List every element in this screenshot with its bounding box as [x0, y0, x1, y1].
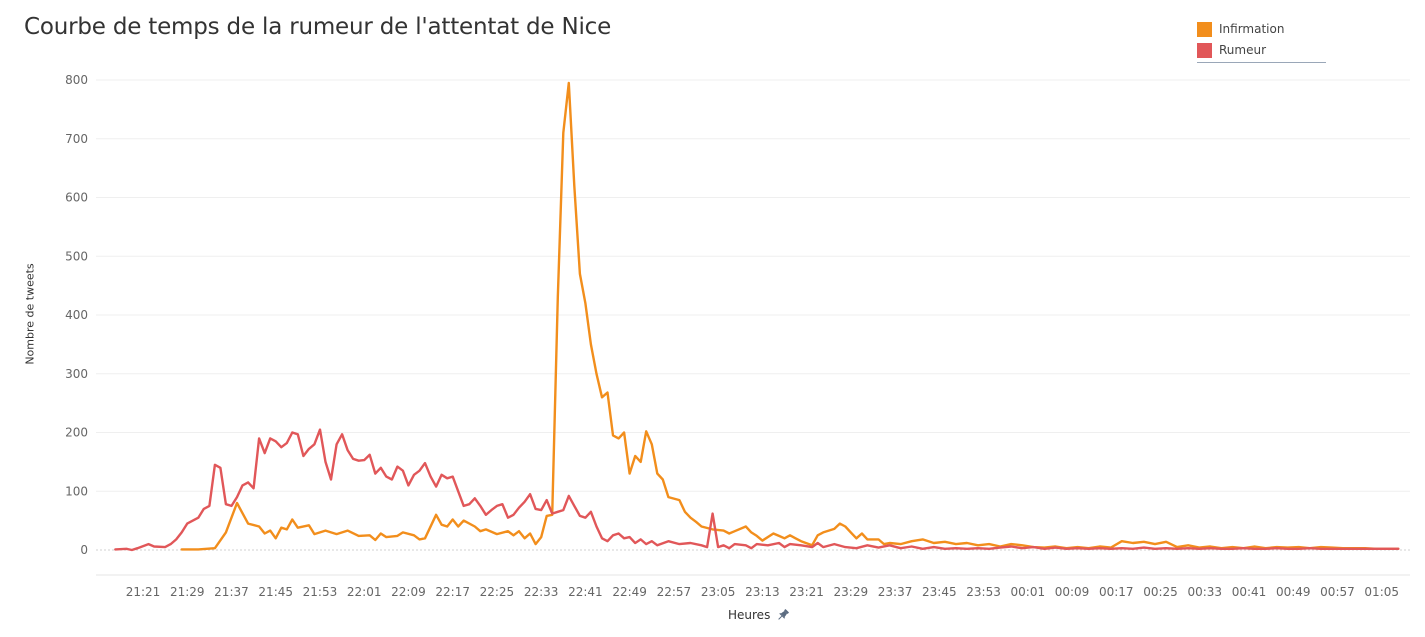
- x-tick-label: 00:41: [1232, 585, 1267, 599]
- x-tick-label: 00:09: [1055, 585, 1090, 599]
- x-axis-label: Heures: [728, 608, 771, 622]
- x-tick-label: 23:29: [834, 585, 869, 599]
- y-tick-label: 500: [65, 249, 88, 263]
- legend-swatch-rumeur: [1197, 42, 1212, 58]
- series-layer: [114, 81, 1400, 552]
- y-tick-label: 200: [65, 426, 88, 440]
- x-tick-label: 22:49: [612, 585, 647, 599]
- x-tick-label: 21:53: [303, 585, 338, 599]
- legend-item-infirmation[interactable]: Infirmation: [1197, 21, 1284, 37]
- x-tick-label: 23:05: [701, 585, 736, 599]
- y-tick-label: 0: [80, 543, 88, 557]
- x-tick-label: 00:49: [1276, 585, 1311, 599]
- y-tick-label: 800: [65, 73, 88, 87]
- x-tick-label: 23:37: [878, 585, 913, 599]
- x-tick-label: 21:29: [170, 585, 205, 599]
- x-tick-label: 22:01: [347, 585, 382, 599]
- y-axis-ticks: 0 100 200 300 400 500 600 700 800: [65, 73, 88, 557]
- x-tick-label: 22:25: [480, 585, 515, 599]
- x-tick-label: 23:53: [966, 585, 1001, 599]
- x-tick-label: 21:45: [258, 585, 293, 599]
- grid-layer: [96, 79, 1410, 576]
- x-tick-label: 22:17: [435, 585, 470, 599]
- x-tick-label: 22:41: [568, 585, 603, 599]
- series-line-infirmation[interactable]: [180, 81, 1400, 551]
- legend-item-rumeur[interactable]: Rumeur: [1197, 42, 1266, 58]
- legend-label-rumeur: Rumeur: [1219, 43, 1267, 57]
- y-tick-label: 100: [65, 484, 88, 498]
- legend-swatch-infirmation: [1197, 21, 1212, 37]
- legend-label-infirmation: Infirmation: [1219, 22, 1285, 36]
- x-axis-ticks: 21:21 21:29 21:37 21:45 21:53 22:01 22:09 22:17…: [126, 585, 1399, 599]
- x-tick-label: 00:01: [1011, 585, 1046, 599]
- x-tick-label: 23:21: [789, 585, 824, 599]
- x-tick-label: 22:33: [524, 585, 559, 599]
- x-tick-label: 00:17: [1099, 585, 1134, 599]
- x-tick-label: 22:57: [657, 585, 692, 599]
- y-tick-label: 700: [65, 132, 88, 146]
- legend: Infirmation Rumeur: [1197, 16, 1326, 63]
- y-tick-label: 300: [65, 367, 88, 381]
- x-tick-label: 21:21: [126, 585, 161, 599]
- x-tick-label: 00:57: [1320, 585, 1355, 599]
- x-tick-label: 23:13: [745, 585, 780, 599]
- x-tick-label: 21:37: [214, 585, 249, 599]
- series-line-rumeur[interactable]: [114, 428, 1400, 552]
- x-axis-title: Heures: [728, 608, 790, 622]
- chart-title: Courbe de temps de la rumeur de l'attent…: [24, 14, 612, 40]
- x-tick-label: 22:09: [391, 585, 426, 599]
- y-tick-label: 400: [65, 308, 88, 322]
- pin-icon[interactable]: [776, 608, 790, 622]
- x-tick-label: 23:45: [922, 585, 957, 599]
- y-tick-label: 600: [65, 191, 88, 205]
- x-tick-label: 00:33: [1187, 585, 1222, 599]
- x-tick-label: 00:25: [1143, 585, 1178, 599]
- x-tick-label: 01:05: [1364, 585, 1399, 599]
